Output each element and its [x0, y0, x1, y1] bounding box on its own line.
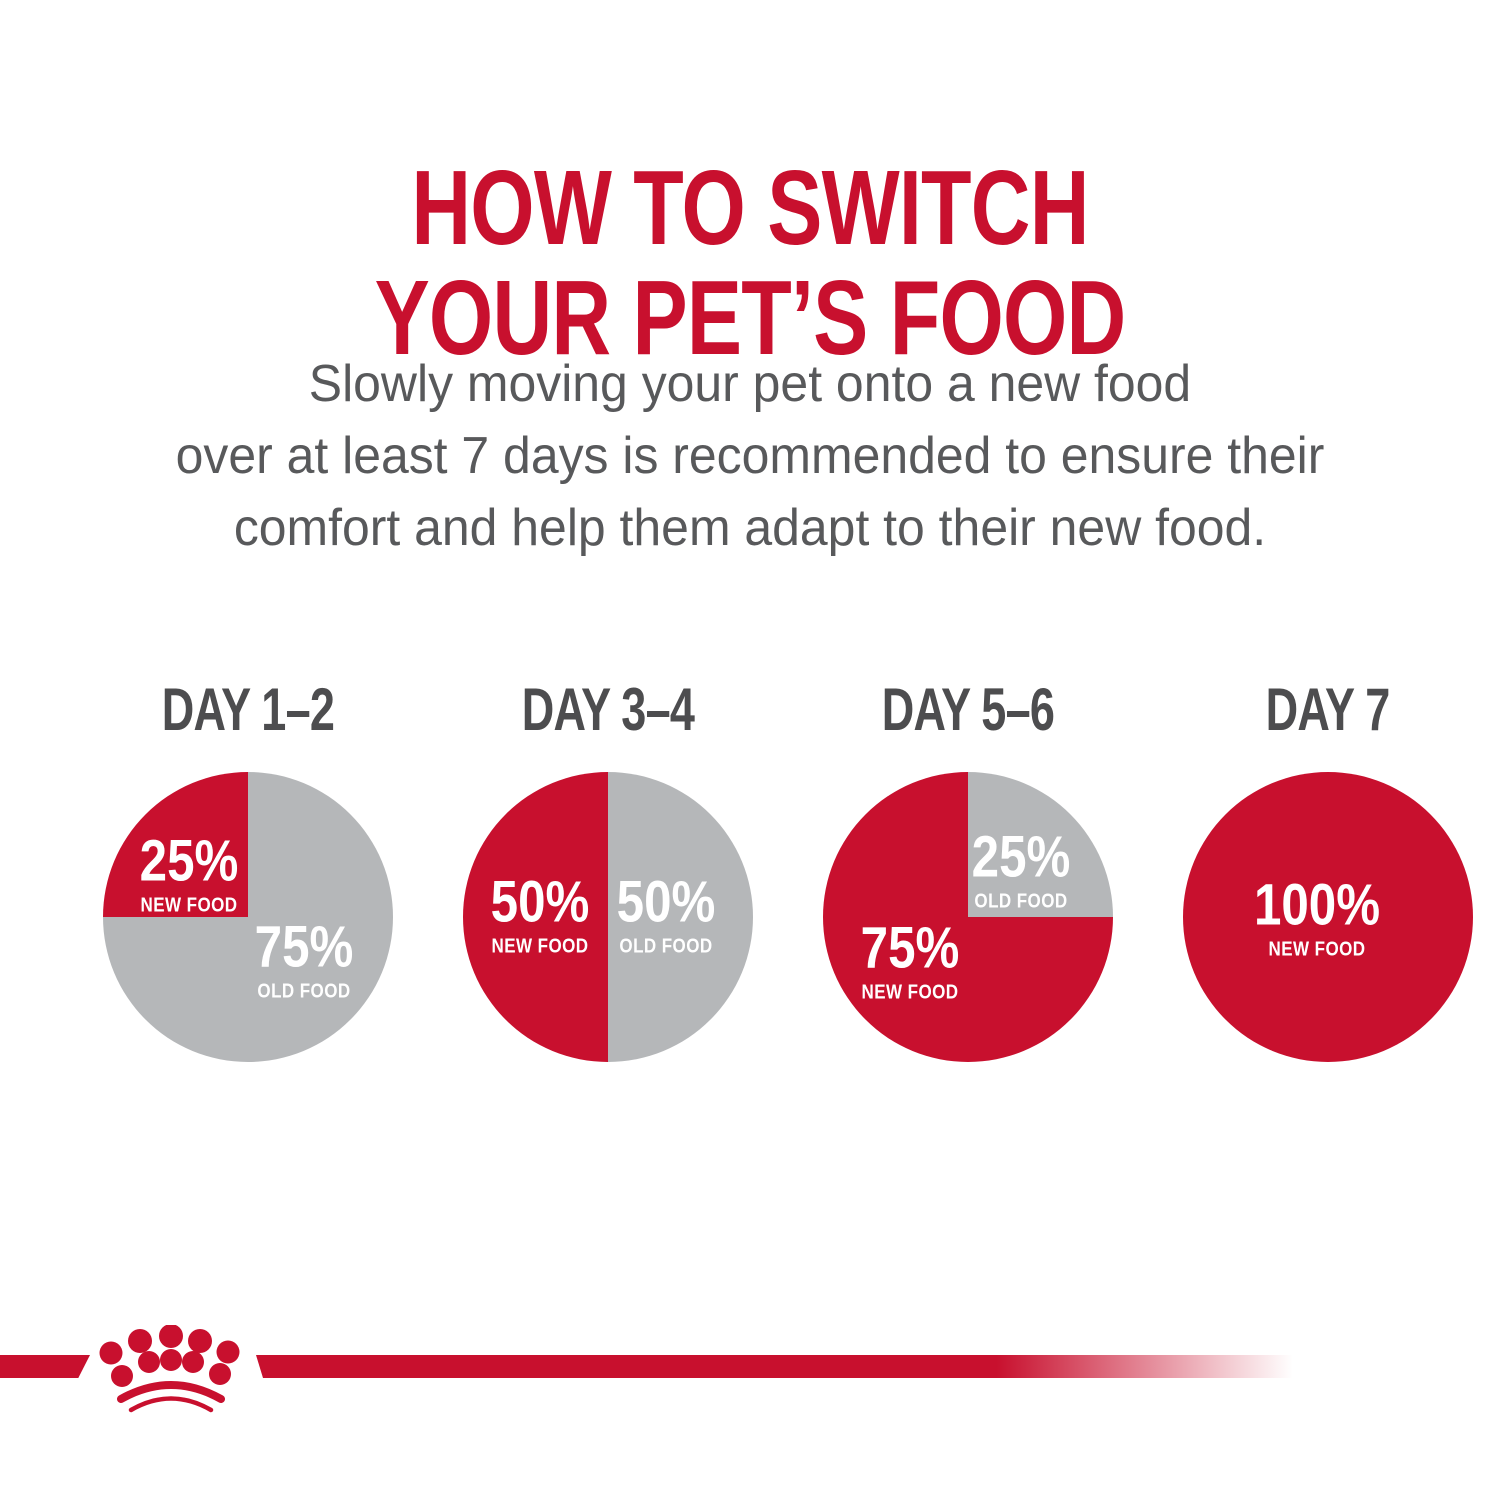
old-food-percent: 75% — [254, 914, 354, 980]
new-food-text: NEW FOOD — [1268, 938, 1366, 961]
day-charts-row: DAY 1–2 25% NEW FOOD 75% OLD FOOD DAY 3–… — [68, 678, 1500, 1062]
pie-chart-day-7: 100% NEW FOOD — [1183, 772, 1473, 1062]
old-food-label: 25% OLD FOOD — [971, 824, 1071, 913]
day-7-section: DAY 7 100% NEW FOOD — [1148, 678, 1500, 1062]
day-1-2-heading: DAY 1–2 — [161, 676, 335, 743]
old-food-text: OLD FOOD — [257, 980, 351, 1003]
subtitle-line-1: Slowly moving your pet onto a new food — [308, 355, 1192, 413]
divider-bar-right — [256, 1355, 1314, 1378]
new-food-label: 75% NEW FOOD — [860, 915, 960, 1004]
subtitle-line-2: over at least 7 days is recommended to e… — [175, 427, 1325, 485]
day-3-4-heading: DAY 3–4 — [521, 676, 695, 743]
day-3-4-section: DAY 3–4 50% NEW FOOD 50% OLD FOOD — [428, 678, 788, 1062]
old-food-label: 75% OLD FOOD — [254, 914, 354, 1003]
old-food-text: OLD FOOD — [619, 935, 713, 958]
divider-bar-left — [0, 1355, 90, 1378]
new-food-text: NEW FOOD — [140, 894, 238, 917]
new-food-percent: 50% — [490, 869, 590, 935]
pie-chart-day-3-4: 50% NEW FOOD 50% OLD FOOD — [463, 772, 753, 1062]
day-5-6-heading: DAY 5–6 — [881, 676, 1055, 743]
day-7-heading: DAY 7 — [1266, 676, 1391, 743]
new-food-percent: 100% — [1253, 872, 1381, 938]
new-food-percent: 75% — [860, 915, 960, 981]
subtitle-line-3: comfort and help them adapt to their new… — [233, 499, 1267, 557]
royal-canin-crown-logo-icon — [99, 1325, 240, 1413]
page-title-line-2: YOUR PET’S FOOD — [374, 259, 1127, 378]
page-title-line-1: HOW TO SWITCH — [411, 149, 1089, 268]
day-5-6-section: DAY 5–6 25% OLD FOOD 75% NEW FOOD — [788, 678, 1148, 1062]
page-title: HOW TO SWITCH YOUR PET’S FOOD — [165, 153, 1335, 373]
pie-chart-day-5-6: 25% OLD FOOD 75% NEW FOOD — [823, 772, 1113, 1062]
pie-chart-day-1-2: 25% NEW FOOD 75% OLD FOOD — [103, 772, 393, 1062]
new-food-text: NEW FOOD — [861, 981, 959, 1004]
new-food-label: 25% NEW FOOD — [139, 828, 239, 917]
day-1-2-section: DAY 1–2 25% NEW FOOD 75% OLD FOOD — [68, 678, 428, 1062]
subtitle: Slowly moving your pet onto a new food o… — [30, 348, 1470, 564]
new-food-label: 100% NEW FOOD — [1253, 872, 1381, 961]
new-food-percent: 25% — [139, 828, 239, 894]
old-food-text: OLD FOOD — [974, 890, 1068, 913]
new-food-text: NEW FOOD — [491, 935, 589, 958]
old-food-percent: 50% — [616, 869, 716, 935]
new-food-label: 50% NEW FOOD — [490, 869, 590, 958]
old-food-percent: 25% — [971, 824, 1071, 890]
old-food-label: 50% OLD FOOD — [616, 869, 716, 958]
